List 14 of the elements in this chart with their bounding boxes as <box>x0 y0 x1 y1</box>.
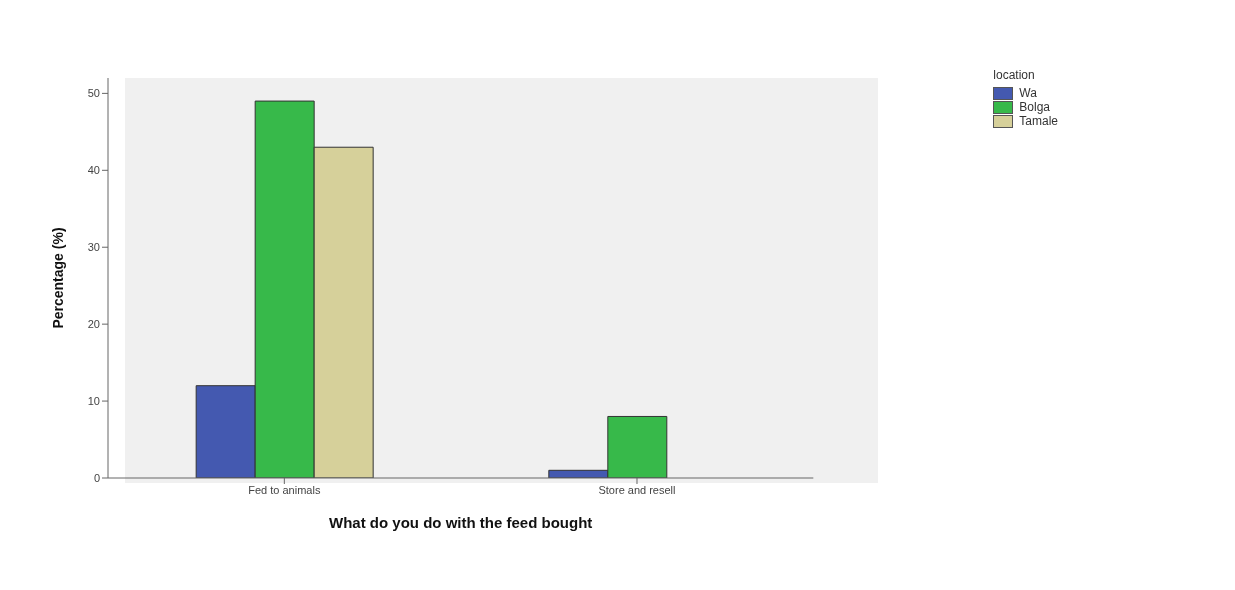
y-tick-label: 50 <box>87 87 100 100</box>
y-tick-label: 40 <box>87 164 100 177</box>
x-axis-title: What do you do with the feed bought <box>329 514 593 531</box>
y-axis-title: Percentage (%) <box>49 227 66 329</box>
x-tick-label: Store and resell <box>598 483 676 496</box>
legend-title: location <box>993 68 1036 82</box>
y-tick-label: 10 <box>87 394 100 407</box>
legend-label: Wa <box>1019 86 1037 100</box>
y-tick-label: 0 <box>93 471 100 484</box>
x-tick-label: Fed to animals <box>248 483 321 496</box>
y-tick-label: 30 <box>87 241 100 254</box>
legend-label: Tamale <box>1019 114 1058 128</box>
legend-label: Bolga <box>1019 100 1051 114</box>
y-tick-label: 20 <box>87 318 100 331</box>
